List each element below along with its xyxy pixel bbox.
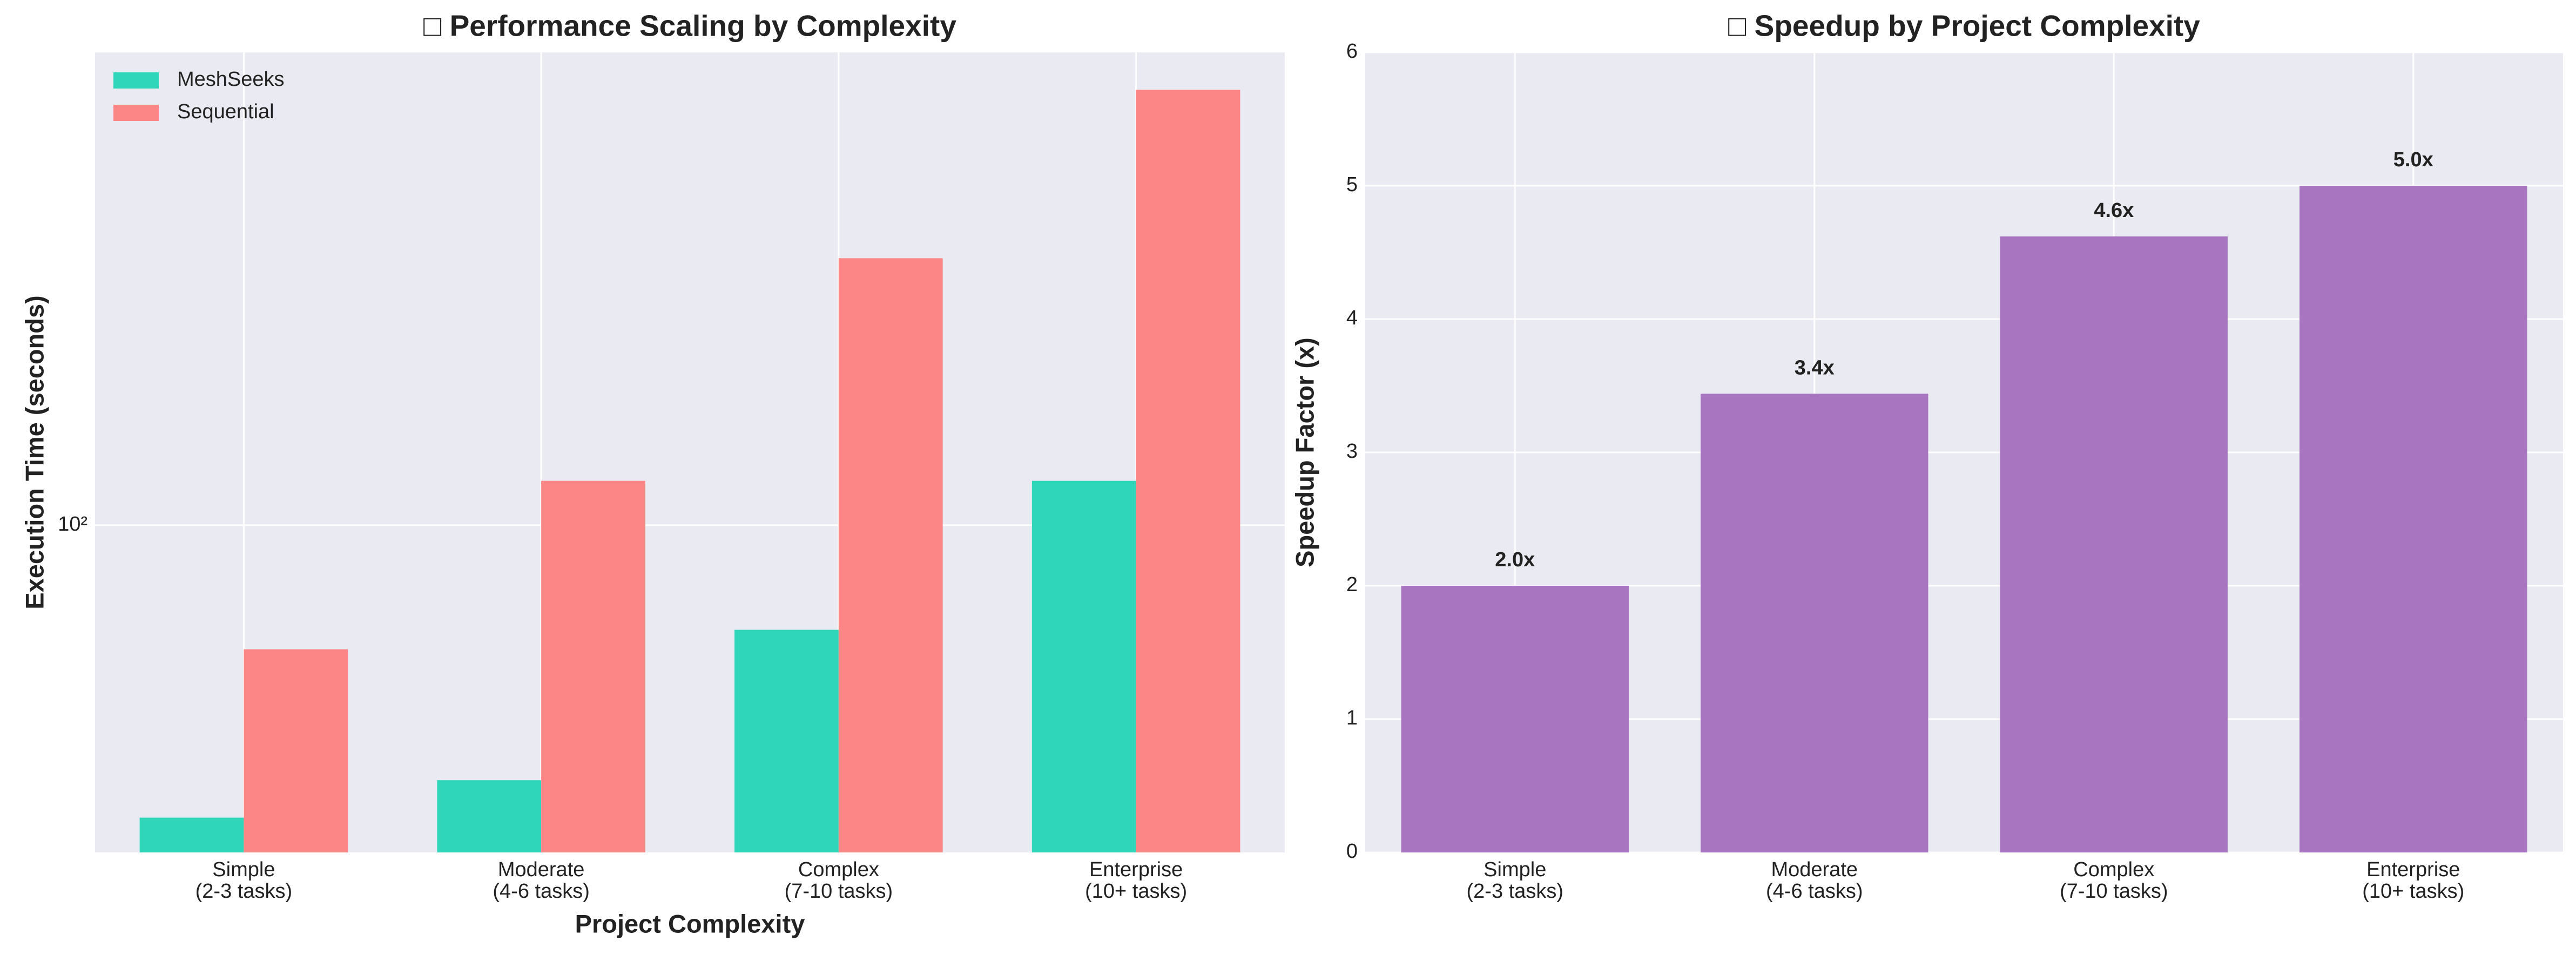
x-tick-line: (7-10 tasks)	[785, 880, 893, 903]
x-tick-line: Moderate	[1771, 858, 1858, 881]
legend-label: MeshSeeks	[177, 68, 285, 91]
chart-title: □ Performance Scaling by Complexity	[423, 9, 956, 43]
x-tick-label: Enterprise (10+ tasks)	[2362, 858, 2464, 903]
bar	[734, 629, 839, 852]
y-tick-label: 10²	[58, 513, 87, 536]
y-axis-label: Speedup Factor (x)	[1290, 337, 1319, 567]
bar	[1136, 90, 1240, 853]
bar	[1401, 586, 1629, 852]
x-tick-label: Complex (7-10 tasks)	[785, 858, 893, 903]
x-tick-line: (2-3 tasks)	[1467, 880, 1563, 903]
legend-swatch	[113, 105, 159, 121]
chart-title: □ Speedup by Project Complexity	[1728, 9, 2200, 43]
x-tick-line: Complex	[798, 858, 879, 881]
x-tick-label: Enterprise (10+ tasks)	[1085, 858, 1187, 903]
x-tick-label: Simple (2-3 tasks)	[1467, 858, 1563, 903]
bar	[2000, 236, 2228, 852]
legend-swatch	[113, 72, 159, 89]
bar	[139, 817, 244, 852]
y-tick-label: 1	[1346, 707, 1358, 729]
x-tick-line: (10+ tasks)	[1085, 880, 1187, 903]
y-tick-label: 2	[1346, 573, 1358, 596]
x-tick-label: Moderate (4-6 tasks)	[1766, 858, 1863, 903]
bar	[1701, 394, 1928, 852]
legend-label: Sequential	[177, 100, 274, 123]
y-tick-label: 0	[1346, 840, 1358, 863]
bar	[244, 649, 348, 852]
bar	[541, 480, 645, 852]
y-tick-label: 5	[1346, 173, 1358, 196]
x-tick-line: Simple	[1483, 858, 1546, 881]
value-label: 3.4x	[1795, 356, 1835, 379]
x-tick-line: (4-6 tasks)	[1766, 880, 1863, 903]
x-tick-line: (7-10 tasks)	[2060, 880, 2168, 903]
x-tick-line: Enterprise	[1089, 858, 1183, 881]
bar	[838, 258, 943, 853]
x-tick-line: Enterprise	[2366, 858, 2460, 881]
y-tick-label: 6	[1346, 40, 1358, 63]
value-label: 5.0x	[2393, 148, 2433, 171]
x-tick-label: Moderate (4-6 tasks)	[493, 858, 589, 903]
value-label: 4.6x	[2094, 199, 2134, 222]
x-tick-label: Complex (7-10 tasks)	[2060, 858, 2168, 903]
y-tick-label: 3	[1346, 440, 1358, 463]
x-tick-line: (4-6 tasks)	[493, 880, 589, 903]
x-tick-line: Complex	[2073, 858, 2154, 881]
bar	[437, 780, 542, 852]
x-tick-line: Moderate	[498, 858, 585, 881]
x-axis-label: Project Complexity	[575, 909, 805, 938]
x-tick-label: Simple (2-3 tasks)	[195, 858, 292, 903]
x-tick-line: (10+ tasks)	[2362, 880, 2464, 903]
value-label: 2.0x	[1495, 548, 1535, 571]
bar	[2299, 186, 2527, 852]
x-tick-line: Simple	[212, 858, 275, 881]
y-tick-label: 4	[1346, 307, 1358, 329]
bar	[1031, 480, 1136, 852]
y-axis-label: Execution Time (seconds)	[20, 295, 49, 609]
x-tick-line: (2-3 tasks)	[195, 880, 292, 903]
